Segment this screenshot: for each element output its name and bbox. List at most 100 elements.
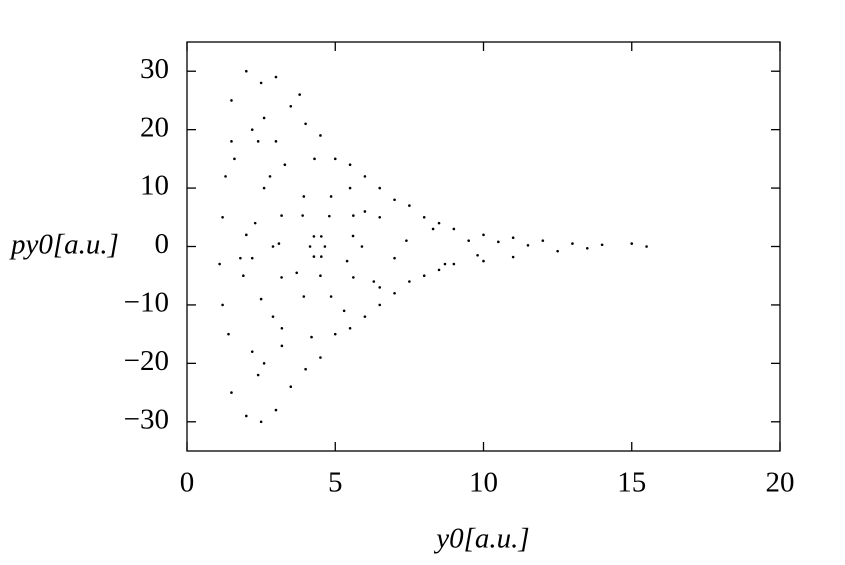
y-tick-label: 10 [140,170,169,202]
point [348,163,352,166]
x-axis-label: y0[a.u.] [433,523,529,555]
point [345,259,349,263]
point [452,227,456,231]
point [630,242,634,245]
point [476,253,479,257]
point [280,214,283,217]
point [274,140,278,143]
point [259,297,263,301]
point [295,271,299,275]
point [224,175,227,178]
point [372,280,376,283]
point [262,362,266,365]
point [408,280,411,283]
point [280,344,284,348]
point [310,335,313,339]
point [298,93,301,96]
point [312,235,316,238]
point [437,221,441,225]
point [645,245,648,248]
point [308,245,312,248]
point [221,215,224,219]
point [289,104,293,108]
point [378,303,382,307]
point [328,214,331,218]
point [245,233,248,237]
point [556,249,559,253]
point [393,198,396,202]
point [482,233,485,237]
point [323,245,327,248]
point [360,245,364,248]
point [274,408,278,412]
point [289,385,293,389]
y-tick-label: 20 [140,111,169,143]
point [333,332,337,336]
point [431,227,435,231]
plot-frame [186,41,781,452]
point [245,69,248,73]
point [230,391,233,394]
point [271,315,275,318]
point [452,262,456,266]
point [245,414,248,418]
point [437,268,441,272]
x-tick-label: 10 [469,467,498,499]
point [363,315,367,318]
y-tick-label: −10 [124,287,169,319]
point [319,274,322,278]
point [422,215,426,219]
point [393,256,396,260]
y-tick-label: 30 [140,53,169,85]
point [262,186,266,190]
point [405,239,408,242]
point [301,214,304,217]
point [467,239,470,242]
point [393,291,396,295]
point [363,210,367,213]
point [443,262,447,266]
point [221,303,224,307]
point [302,295,306,298]
point [312,255,316,258]
point [250,128,254,131]
point [302,195,306,198]
point [259,420,263,424]
point [277,242,281,245]
point [329,195,333,198]
point [352,276,355,279]
point [526,244,530,247]
point [256,140,260,143]
point [342,309,346,313]
point [378,215,382,219]
point [268,175,272,178]
point [313,157,316,161]
point [378,186,382,190]
point [233,157,236,161]
point [541,239,545,242]
point [585,246,589,250]
point [348,327,352,330]
point [256,373,260,377]
x-tick-label: 20 [766,467,795,499]
point [351,234,355,238]
point [262,116,266,120]
y-axis-label: py0[a.u.] [9,229,119,261]
point [280,276,283,279]
point [274,75,278,79]
point [511,236,515,240]
point [422,274,426,278]
y-tick-label: −30 [124,403,169,435]
point [227,332,230,336]
y-tick-label: −20 [124,345,169,377]
point [271,245,275,248]
point [333,157,337,161]
point [250,350,254,353]
point [230,99,233,102]
point [230,140,233,143]
point [352,214,355,217]
point [600,243,604,247]
point [497,240,500,244]
